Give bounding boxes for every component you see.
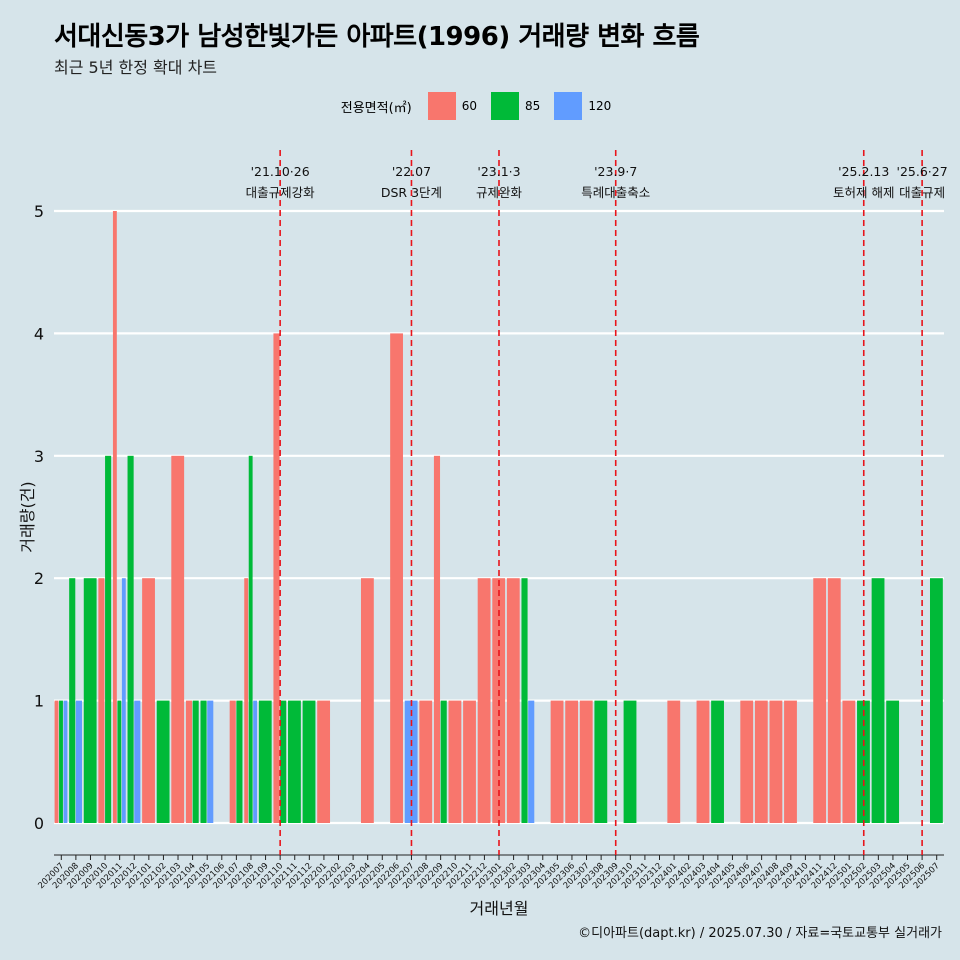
bar-85-202308 xyxy=(594,700,608,823)
bar-120-202008 xyxy=(75,700,82,823)
bar-60-202306 xyxy=(565,700,579,823)
bar-85-202102 xyxy=(156,700,170,823)
bar-85-202009 xyxy=(83,578,97,823)
bar-60-202411 xyxy=(813,578,827,823)
annotation-text: 규제완화 xyxy=(476,185,523,200)
bar-60-202108 xyxy=(244,578,249,823)
bar-60-202011 xyxy=(112,211,117,823)
bar-60-202201 xyxy=(317,700,331,823)
bar-60-202206 xyxy=(390,333,403,823)
bar-60-202210 xyxy=(448,700,462,823)
bar-60-202408 xyxy=(769,700,783,823)
y-tick-label: 2 xyxy=(34,569,44,588)
x-axis-title: 거래년월 xyxy=(470,899,529,918)
bar-85-202503 xyxy=(871,578,885,823)
bar-60-202406 xyxy=(740,700,754,823)
source-caption: ©디아파트(dapt.kr) / 2025.07.30 / 자료=국토교통부 실… xyxy=(578,926,942,941)
chart-subtitle: 최근 5년 한정 확대 차트 xyxy=(54,58,218,77)
bar-60-202110 xyxy=(273,333,280,823)
bar-85-202010 xyxy=(105,455,112,823)
y-tick-label: 3 xyxy=(34,447,44,466)
bar-120-202007 xyxy=(63,700,68,823)
bar-60-202007 xyxy=(54,700,59,823)
bar-120-202011 xyxy=(121,578,126,823)
bar-85-202404 xyxy=(711,700,724,823)
bar-60-202103 xyxy=(171,455,185,823)
annotation-text: 대출규제강화 xyxy=(246,185,316,200)
bar-60-202302 xyxy=(506,578,520,823)
bar-60-202307 xyxy=(579,700,593,823)
bar-60-202209 xyxy=(433,455,441,823)
bar-85-202007 xyxy=(59,700,63,823)
bar-60-202501 xyxy=(842,700,856,823)
bar-120-202303 xyxy=(528,700,535,823)
bar-60-202107 xyxy=(229,700,236,823)
bar-85-202112 xyxy=(302,700,316,823)
y-tick-label: 1 xyxy=(34,692,44,711)
bar-120-202012 xyxy=(134,700,141,823)
bar-85-202111 xyxy=(288,700,301,823)
annotation-text: 토허제 해제 xyxy=(833,185,894,200)
bar-85-202310 xyxy=(623,700,637,823)
legend-key-60 xyxy=(427,92,456,120)
bar-85-202303 xyxy=(521,578,528,823)
bar-60-202305 xyxy=(550,700,564,823)
bar-85-202107 xyxy=(236,700,243,823)
bar-60-202212 xyxy=(477,578,491,823)
annotation-text: 특례대출축소 xyxy=(581,185,650,200)
annotation-date: '23.9·7 xyxy=(594,164,637,179)
legend-title: 전용면적(㎡) xyxy=(340,100,412,116)
bar-85-202008 xyxy=(69,578,76,823)
bar-85-202209 xyxy=(440,700,447,823)
annotation-date: '25.2.13 xyxy=(838,164,889,179)
bar-85-202109 xyxy=(258,700,272,823)
bar-60-202204 xyxy=(360,578,374,823)
y-tick-label: 4 xyxy=(34,324,44,343)
legend-label-120: 120 xyxy=(588,99,612,113)
bar-60-202104 xyxy=(185,700,193,823)
bar-60-202412 xyxy=(827,578,841,823)
annotation-text: 대출규제 xyxy=(899,185,945,200)
bar-60-202409 xyxy=(784,700,797,823)
bar-85-202012 xyxy=(127,455,134,823)
legend-label-85: 85 xyxy=(525,99,541,113)
annotation-date: '25.6·27 xyxy=(897,164,948,179)
bar-85-202507 xyxy=(929,578,943,823)
bar-60-202010 xyxy=(98,578,105,823)
chart-title: 서대신동3가 남성한빛가든 아파트(1996) 거래량 변화 흐름 xyxy=(54,22,700,52)
legend-key-85 xyxy=(491,92,520,120)
annotation-date: '21.10·26 xyxy=(251,164,310,179)
bar-60-202407 xyxy=(754,700,768,823)
bar-60-202101 xyxy=(142,578,155,823)
bar-85-202011 xyxy=(117,700,122,823)
bar-85-202108 xyxy=(248,455,253,823)
y-axis-title: 거래량(건) xyxy=(18,481,37,552)
annotation-text: DSR 3단계 xyxy=(381,185,442,200)
annotation-date: '23.1·3 xyxy=(477,164,520,179)
bar-85-202104 xyxy=(192,700,199,823)
bar-60-202208 xyxy=(419,700,433,823)
legend: 전용면적(㎡) 60 85 120 xyxy=(0,92,960,120)
bar-120-202108 xyxy=(253,700,258,823)
bar-85-202110 xyxy=(280,700,287,823)
annotation-date: '22.07 xyxy=(392,164,431,179)
bar-120-202105 xyxy=(207,700,214,823)
bar-85-202105 xyxy=(200,700,207,823)
bar-60-202211 xyxy=(463,700,476,823)
legend-label-60: 60 xyxy=(461,99,478,113)
bar-60-202403 xyxy=(696,700,710,823)
bar-60-202401 xyxy=(667,700,681,823)
bar-85-202504 xyxy=(886,700,900,823)
y-tick-label: 5 xyxy=(34,202,44,221)
legend-key-120 xyxy=(554,92,583,120)
y-tick-label: 0 xyxy=(34,814,44,833)
